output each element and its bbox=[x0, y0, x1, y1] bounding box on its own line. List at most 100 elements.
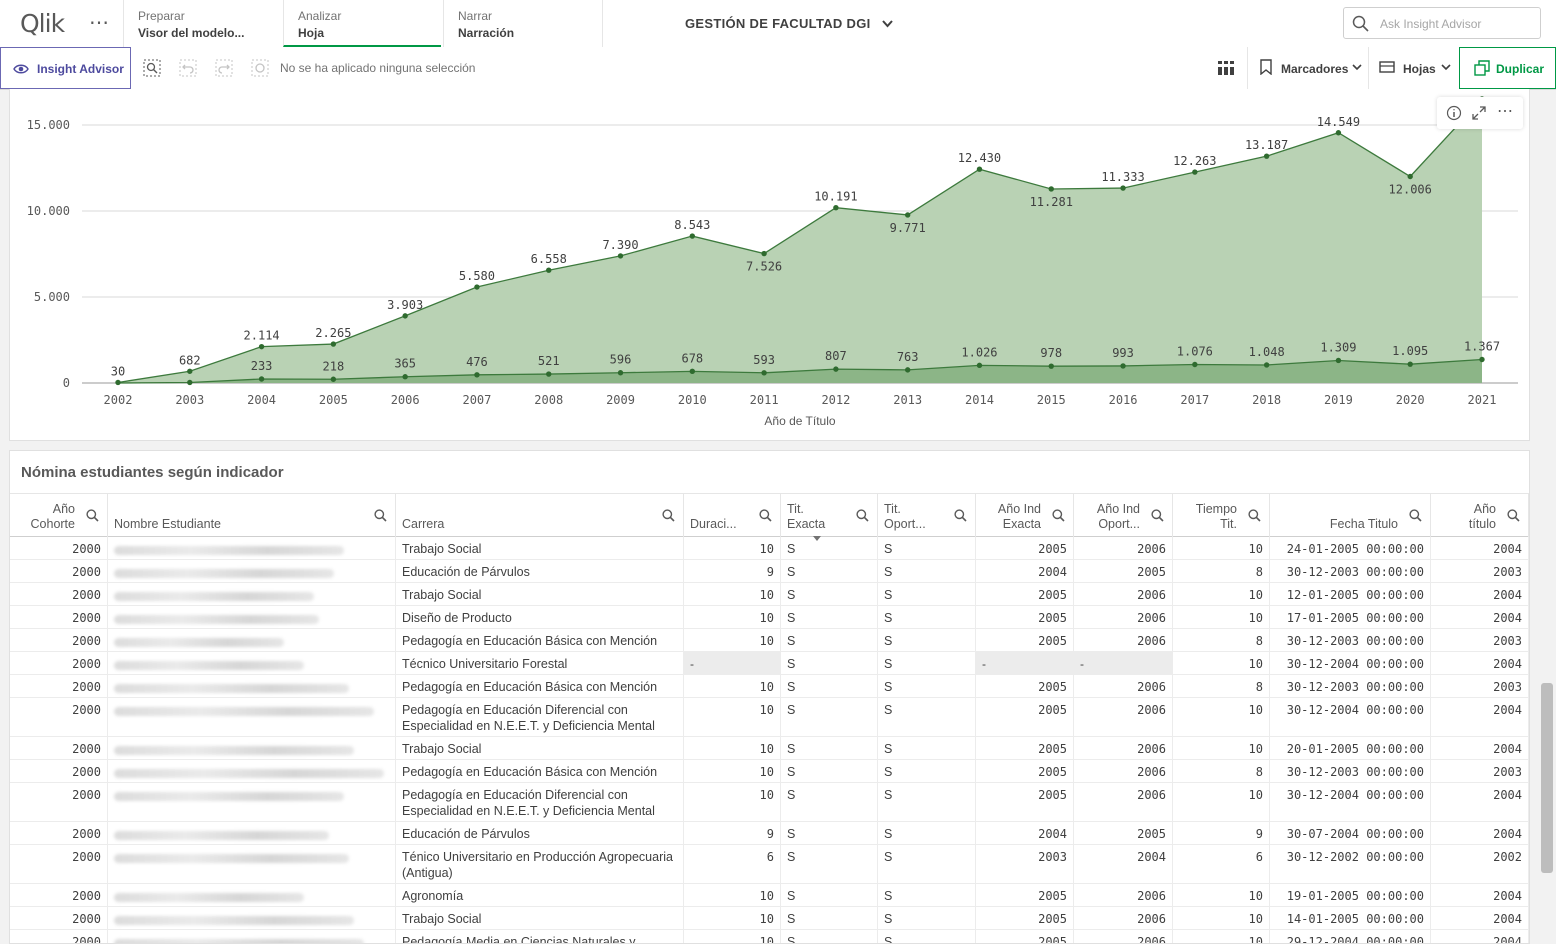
cell-nombre[interactable] bbox=[108, 930, 396, 943]
duplicate-button[interactable]: Duplicar bbox=[1459, 47, 1556, 89]
cell-tit-exacta[interactable]: S bbox=[781, 537, 878, 559]
cell-nombre[interactable] bbox=[108, 822, 396, 844]
app-title-dropdown[interactable]: GESTIÓN DE FACULTAD DGI bbox=[685, 16, 894, 31]
cell-anio-ind-oport[interactable]: 2005 bbox=[1074, 560, 1173, 582]
cell-anio-titulo[interactable]: 2004 bbox=[1431, 822, 1529, 844]
cell-tit-oport[interactable]: S bbox=[878, 606, 976, 628]
cell-anio-ind-exacta[interactable]: 2004 bbox=[976, 822, 1074, 844]
cell-carrera[interactable]: Trabajo Social bbox=[396, 537, 684, 559]
smart-search-icon[interactable] bbox=[143, 59, 161, 77]
cell-tiempo-tit[interactable]: 10 bbox=[1173, 698, 1270, 736]
cell-fecha-titulo[interactable]: 24-01-2005 00:00:00 bbox=[1270, 537, 1431, 559]
cell-tiempo-tit[interactable]: 10 bbox=[1173, 907, 1270, 929]
cell-anio-ind-oport[interactable]: 2006 bbox=[1074, 783, 1173, 821]
cell-nombre[interactable] bbox=[108, 675, 396, 697]
cell-anio-ind-exacta[interactable]: 2005 bbox=[976, 583, 1074, 605]
more-options-icon[interactable]: ⋯ bbox=[1497, 103, 1513, 120]
cell-tit-oport[interactable]: S bbox=[878, 822, 976, 844]
cell-cohorte[interactable]: 2000 bbox=[10, 760, 108, 782]
column-header-tiempo-tit[interactable]: Tiempo Tit. bbox=[1173, 494, 1270, 537]
cell-duracion[interactable]: 10 bbox=[684, 930, 781, 943]
cell-carrera[interactable]: Pedagogía en Educación Básica con Menció… bbox=[396, 629, 684, 651]
bookmarks-button[interactable]: Marcadores bbox=[1247, 47, 1368, 89]
cell-tit-exacta[interactable]: S bbox=[781, 629, 878, 651]
cell-fecha-titulo[interactable]: 30-12-2003 00:00:00 bbox=[1270, 629, 1431, 651]
column-search-icon[interactable] bbox=[86, 509, 99, 525]
cell-duracion[interactable]: 10 bbox=[684, 907, 781, 929]
expand-icon[interactable] bbox=[1471, 105, 1487, 126]
cell-anio-ind-exacta[interactable]: 2005 bbox=[976, 783, 1074, 821]
cell-tiempo-tit[interactable]: 10 bbox=[1173, 652, 1270, 674]
cell-anio-ind-oport[interactable]: 2006 bbox=[1074, 760, 1173, 782]
cell-tiempo-tit[interactable]: 10 bbox=[1173, 884, 1270, 906]
more-menu-icon[interactable]: ⋯ bbox=[89, 12, 109, 34]
table-row[interactable]: 2000 Ténico Universitario en Producción A… bbox=[10, 845, 1529, 884]
tab-narrar[interactable]: Narrar Narración bbox=[443, 0, 603, 47]
cell-anio-ind-exacta[interactable]: 2003 bbox=[976, 845, 1074, 883]
cell-anio-ind-oport[interactable]: 2006 bbox=[1074, 606, 1173, 628]
line-chart-panel[interactable]: 0 5.000 10.000 15.000 30 682 2.114 2.265 3.903 5.… bbox=[9, 89, 1530, 441]
cell-tiempo-tit[interactable]: 8 bbox=[1173, 675, 1270, 697]
cell-carrera[interactable]: Pedagogía en Educación Básica con Menció… bbox=[396, 760, 684, 782]
cell-tiempo-tit[interactable]: 8 bbox=[1173, 760, 1270, 782]
column-header-duracion[interactable]: Duraci... bbox=[684, 494, 781, 537]
insight-search-input[interactable]: Ask Insight Advisor bbox=[1343, 7, 1541, 39]
table-row[interactable]: 2000 Técnico Universitario Forestal - S S - -1… bbox=[10, 652, 1529, 675]
cell-anio-ind-oport[interactable]: 2006 bbox=[1074, 675, 1173, 697]
cell-anio-ind-exacta[interactable]: 2005 bbox=[976, 760, 1074, 782]
column-header-fecha-titulo[interactable]: Fecha Titulo bbox=[1270, 494, 1431, 537]
cell-nombre[interactable] bbox=[108, 907, 396, 929]
cell-nombre[interactable] bbox=[108, 583, 396, 605]
cell-carrera[interactable]: Diseño de Producto bbox=[396, 606, 684, 628]
cell-tit-exacta[interactable]: S bbox=[781, 907, 878, 929]
table-row[interactable]: 2000 Trabajo Social 10 S S 2005 2006 10 20-01-20… bbox=[10, 737, 1529, 760]
cell-carrera[interactable]: Pedagogía en Educación Diferencial con E… bbox=[396, 783, 684, 821]
cell-tit-exacta[interactable]: S bbox=[781, 930, 878, 943]
cell-anio-titulo[interactable]: 2004 bbox=[1431, 737, 1529, 759]
cell-anio-titulo[interactable]: 2004 bbox=[1431, 652, 1529, 674]
cell-anio-titulo[interactable]: 2003 bbox=[1431, 675, 1529, 697]
cell-cohorte[interactable]: 2000 bbox=[10, 698, 108, 736]
cell-tit-exacta[interactable]: S bbox=[781, 583, 878, 605]
column-search-icon[interactable] bbox=[954, 509, 967, 525]
cell-anio-ind-oport[interactable]: 2004 bbox=[1074, 845, 1173, 883]
cell-duracion[interactable]: 9 bbox=[684, 822, 781, 844]
cell-anio-ind-exacta[interactable]: 2005 bbox=[976, 698, 1074, 736]
cell-fecha-titulo[interactable]: 30-12-2004 00:00:00 bbox=[1270, 698, 1431, 736]
cell-cohorte[interactable]: 2000 bbox=[10, 822, 108, 844]
cell-tiempo-tit[interactable]: 10 bbox=[1173, 783, 1270, 821]
cell-anio-ind-oport[interactable]: 2005 bbox=[1074, 822, 1173, 844]
cell-duracion[interactable]: 10 bbox=[684, 783, 781, 821]
cell-tit-oport[interactable]: S bbox=[878, 675, 976, 697]
cell-anio-ind-exacta[interactable]: 2005 bbox=[976, 675, 1074, 697]
column-header-carrera[interactable]: Carrera bbox=[396, 494, 684, 537]
column-header-anio-titulo[interactable]: Año título bbox=[1431, 494, 1529, 537]
info-icon[interactable] bbox=[1446, 105, 1462, 126]
cell-cohorte[interactable]: 2000 bbox=[10, 907, 108, 929]
cell-tit-exacta[interactable]: S bbox=[781, 783, 878, 821]
column-header-tit-exacta[interactable]: Tit. Exacta bbox=[781, 494, 878, 537]
table-row[interactable]: 2000 Pedagogía en Educación Básica con Me… bbox=[10, 675, 1529, 698]
cell-nombre[interactable] bbox=[108, 845, 396, 883]
cell-anio-titulo[interactable]: 2004 bbox=[1431, 698, 1529, 736]
cell-nombre[interactable] bbox=[108, 652, 396, 674]
cell-tit-oport[interactable]: S bbox=[878, 760, 976, 782]
tab-preparar[interactable]: Preparar Visor del modelo... bbox=[123, 0, 281, 47]
cell-duracion[interactable]: 6 bbox=[684, 845, 781, 883]
cell-cohorte[interactable]: 2000 bbox=[10, 884, 108, 906]
cell-tit-exacta[interactable]: S bbox=[781, 884, 878, 906]
cell-duracion[interactable]: 10 bbox=[684, 760, 781, 782]
cell-anio-titulo[interactable]: 2004 bbox=[1431, 583, 1529, 605]
cell-anio-ind-exacta[interactable]: 2005 bbox=[976, 930, 1074, 943]
cell-anio-titulo[interactable]: 2004 bbox=[1431, 783, 1529, 821]
table-row[interactable]: 2000 Pedagogía Media en Ciencias Naturale… bbox=[10, 930, 1529, 943]
cell-anio-titulo[interactable]: 2004 bbox=[1431, 537, 1529, 559]
cell-anio-ind-exacta[interactable]: 2005 bbox=[976, 884, 1074, 906]
table-row[interactable]: 2000 Educación de Párvulos 9 S S 2004 2005 9 30-… bbox=[10, 822, 1529, 845]
cell-tit-exacta[interactable]: S bbox=[781, 698, 878, 736]
table-row[interactable]: 2000 Pedagogía en Educación Básica con Me… bbox=[10, 629, 1529, 652]
table-row[interactable]: 2000 Pedagogía en Educación Diferencial c… bbox=[10, 698, 1529, 737]
cell-fecha-titulo[interactable]: 14-01-2005 00:00:00 bbox=[1270, 907, 1431, 929]
cell-duracion[interactable]: 10 bbox=[684, 629, 781, 651]
cell-anio-titulo[interactable]: 2003 bbox=[1431, 629, 1529, 651]
